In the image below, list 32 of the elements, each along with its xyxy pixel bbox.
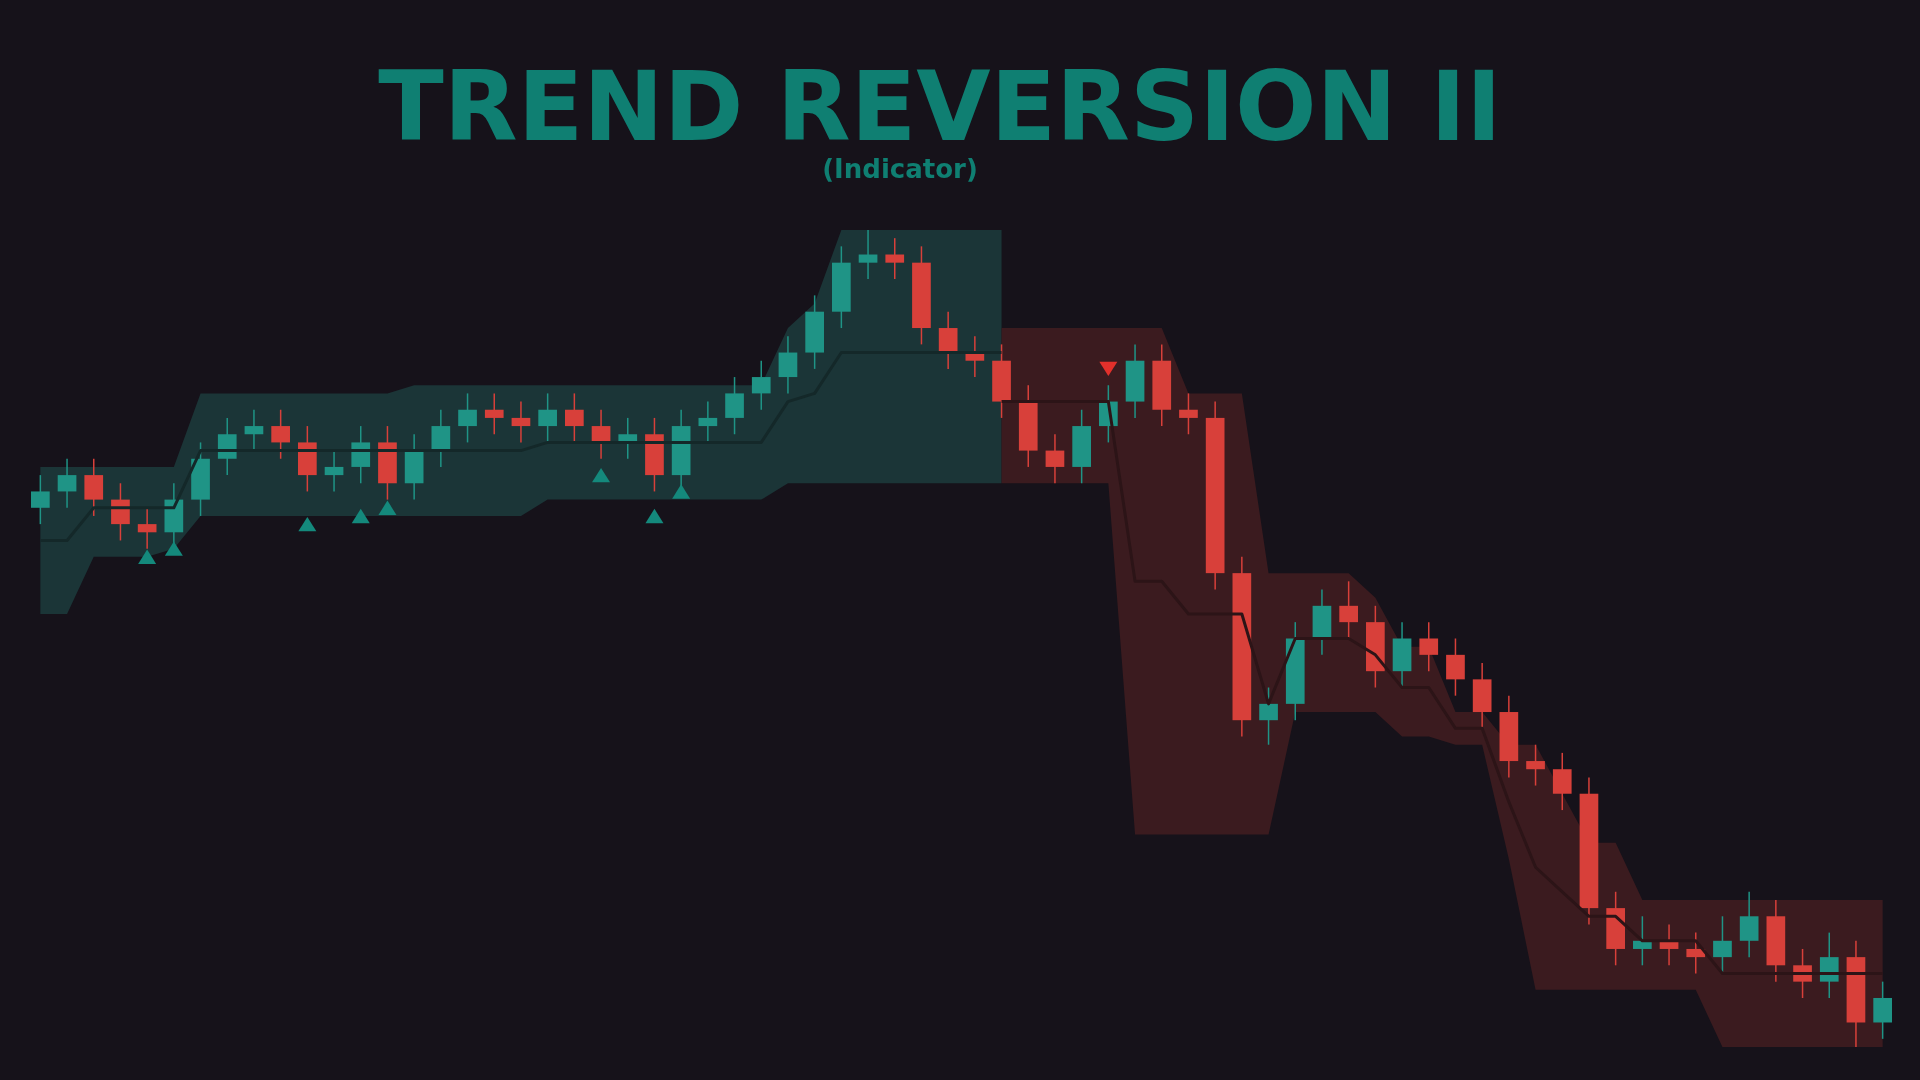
candlestick (271, 408, 290, 460)
candlestick (1419, 621, 1439, 672)
candlestick (1179, 392, 1198, 435)
candlestick (1686, 931, 1706, 975)
point (672, 484, 691, 499)
candlestick (1633, 915, 1652, 967)
candlestick (1045, 433, 1065, 485)
point (378, 500, 397, 515)
candlestick (511, 400, 531, 444)
candlestick (57, 458, 77, 509)
point (645, 508, 664, 524)
point (351, 508, 370, 524)
point (592, 467, 611, 483)
candlestick (751, 359, 771, 411)
candlestick (1339, 580, 1358, 640)
candlestick (565, 392, 584, 444)
candlestick (885, 237, 905, 280)
candlestick (698, 400, 718, 444)
candlestick (137, 507, 157, 550)
candlestick (31, 474, 50, 525)
candlestick (484, 392, 504, 435)
candlestick (1259, 686, 1278, 746)
point (298, 516, 317, 532)
point (138, 549, 157, 564)
candlestick (324, 449, 344, 493)
candlestick (244, 408, 264, 452)
candlestick (858, 229, 878, 280)
candlestick (458, 392, 477, 444)
candlestick (538, 392, 557, 444)
candlestick (1526, 743, 1545, 787)
point (1099, 361, 1118, 377)
point (164, 541, 183, 556)
